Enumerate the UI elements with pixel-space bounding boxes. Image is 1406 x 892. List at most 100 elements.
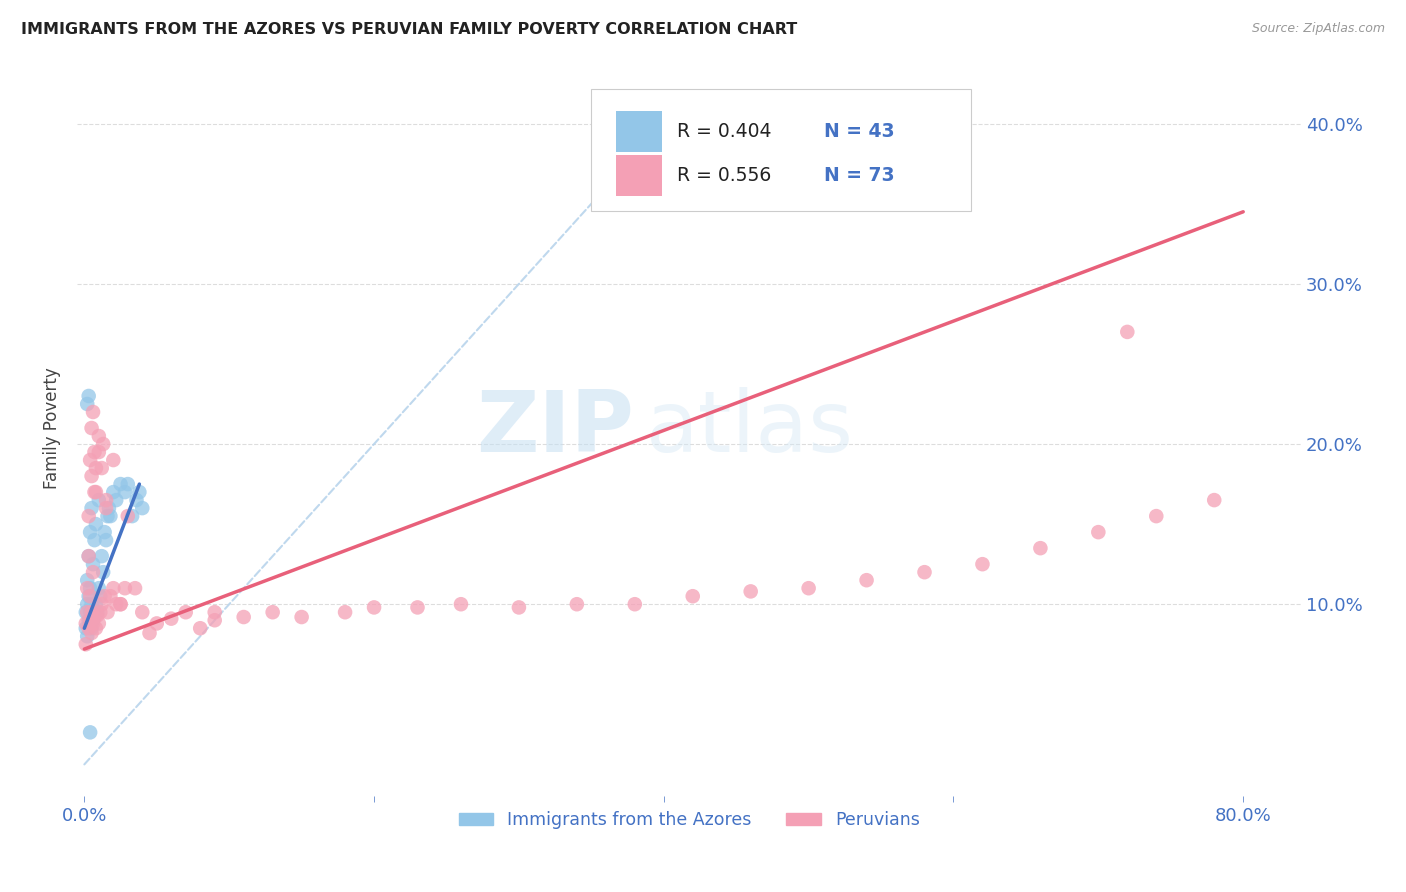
Point: [76, 581, 98, 595]
Point: [363, 600, 385, 615]
Point: [84, 597, 107, 611]
Point: [76, 573, 98, 587]
Point: [80, 626, 103, 640]
Point: [103, 581, 125, 595]
Point: [94, 501, 117, 516]
Point: [103, 485, 125, 500]
Point: [80, 621, 103, 635]
Point: [79, 605, 101, 619]
Point: [174, 605, 197, 619]
Point: [77, 509, 100, 524]
Point: [90, 597, 112, 611]
Point: [117, 509, 139, 524]
Point: [77, 549, 100, 564]
Text: atlas: atlas: [647, 386, 855, 469]
Point: [87, 493, 110, 508]
Point: [110, 597, 132, 611]
Point: [105, 493, 128, 508]
Point: [91, 437, 114, 451]
Point: [131, 501, 153, 516]
Point: [83, 485, 105, 500]
Point: [86, 605, 108, 619]
Point: [77, 613, 100, 627]
Text: ZIP: ZIP: [477, 386, 634, 469]
Point: [87, 581, 110, 595]
Point: [86, 608, 108, 623]
Point: [682, 589, 704, 603]
Point: [160, 612, 183, 626]
Point: [79, 589, 101, 603]
Point: [79, 725, 101, 739]
Point: [1116, 325, 1139, 339]
Point: [75, 621, 97, 635]
Point: [76, 605, 98, 619]
Point: [76, 397, 98, 411]
Point: [565, 597, 588, 611]
Point: [76, 597, 98, 611]
Point: [1144, 509, 1167, 524]
Point: [93, 525, 115, 540]
Point: [75, 616, 97, 631]
Point: [77, 589, 100, 603]
Point: [80, 421, 103, 435]
Point: [623, 597, 645, 611]
Point: [87, 445, 110, 459]
Point: [89, 589, 111, 603]
Point: [291, 610, 314, 624]
Point: [77, 549, 100, 564]
Point: [188, 621, 211, 635]
Point: [105, 597, 128, 611]
Point: [204, 605, 226, 619]
Text: N = 73: N = 73: [824, 166, 894, 186]
FancyBboxPatch shape: [616, 112, 662, 152]
Point: [83, 533, 105, 548]
Point: [117, 477, 139, 491]
Point: [204, 613, 226, 627]
Point: [131, 605, 153, 619]
Point: [103, 453, 125, 467]
Text: R = 0.404: R = 0.404: [676, 122, 772, 141]
Point: [262, 605, 284, 619]
Point: [100, 509, 122, 524]
Point: [82, 405, 104, 419]
Point: [75, 637, 97, 651]
Point: [76, 629, 98, 643]
Point: [90, 461, 112, 475]
Point: [75, 605, 97, 619]
Point: [82, 613, 104, 627]
Point: [84, 621, 107, 635]
Point: [128, 485, 150, 500]
Point: [79, 453, 101, 467]
Point: [89, 605, 111, 619]
Point: [96, 509, 118, 524]
Y-axis label: Family Poverty: Family Poverty: [44, 368, 60, 489]
Point: [145, 616, 167, 631]
Point: [77, 621, 100, 635]
Point: [77, 389, 100, 403]
Point: [79, 525, 101, 540]
Text: R = 0.556: R = 0.556: [676, 166, 770, 186]
Point: [84, 517, 107, 532]
Point: [90, 549, 112, 564]
Point: [100, 589, 122, 603]
Point: [1029, 541, 1052, 556]
Point: [80, 597, 103, 611]
Point: [79, 581, 101, 595]
Point: [91, 565, 114, 579]
Point: [84, 461, 107, 475]
Point: [94, 533, 117, 548]
Point: [110, 477, 132, 491]
Point: [80, 469, 103, 483]
Point: [82, 565, 104, 579]
Point: [1204, 493, 1226, 508]
Point: [83, 605, 105, 619]
Point: [508, 600, 530, 615]
Point: [80, 501, 103, 516]
Point: [82, 616, 104, 631]
Point: [97, 501, 120, 516]
Point: [110, 597, 132, 611]
Point: [797, 581, 820, 595]
Point: [855, 573, 877, 587]
Point: [93, 589, 115, 603]
Point: [121, 509, 143, 524]
